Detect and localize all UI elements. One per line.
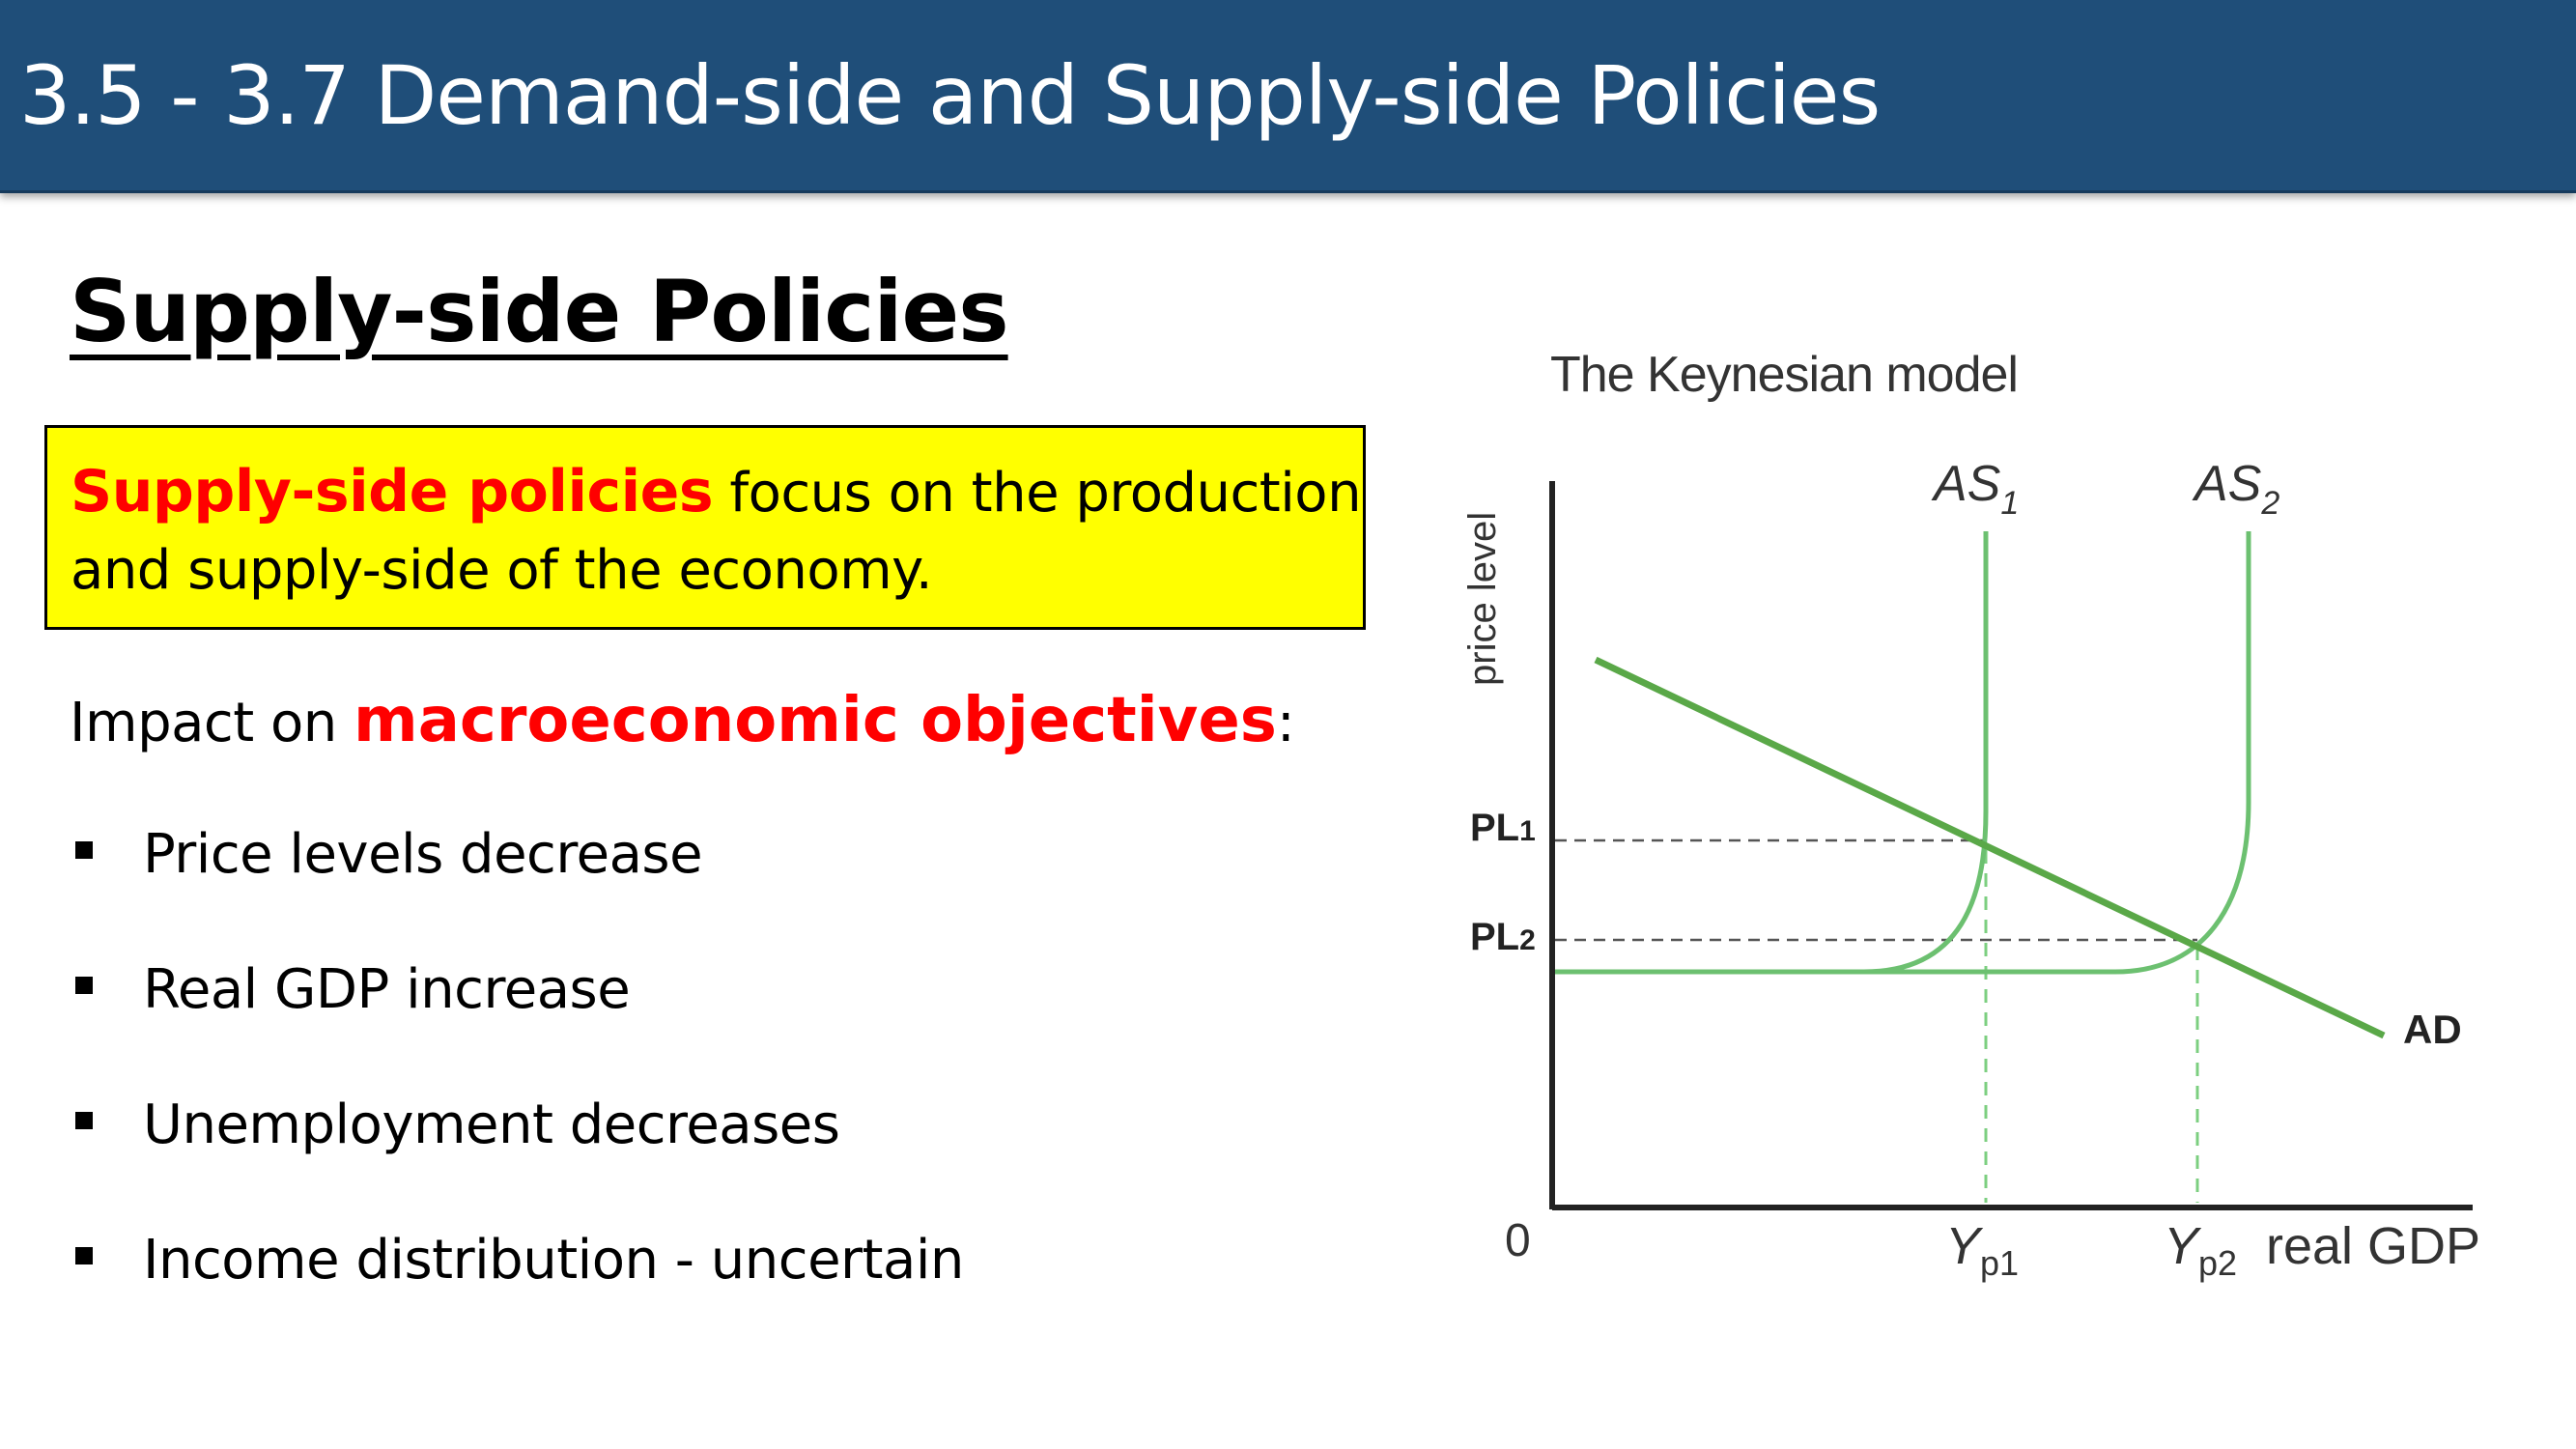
pl2-subscript: 2 bbox=[1519, 924, 1536, 956]
pl2-text: PL bbox=[1470, 916, 1519, 958]
impact-keyword: macroeconomic objectives bbox=[354, 685, 1277, 756]
definition-box: Supply-side policies focus on the produc… bbox=[44, 425, 1366, 630]
x-axis-label: real GDP bbox=[2266, 1217, 2480, 1275]
square-bullet-icon bbox=[75, 977, 93, 994]
ad-line bbox=[1594, 656, 2386, 1039]
as1-label: AS1 bbox=[1931, 456, 2019, 522]
as2-name: AS bbox=[2192, 456, 2262, 512]
impact-prefix: Impact on bbox=[70, 692, 354, 754]
keynesian-model-chart: The Keynesian model price level AS1 AS2 … bbox=[1420, 328, 2502, 1294]
as2-subscript: 2 bbox=[2260, 485, 2279, 522]
as1-curve bbox=[1555, 531, 1989, 975]
ad-label: AD bbox=[2403, 1007, 2462, 1052]
pl1-subscript: 1 bbox=[1519, 815, 1536, 847]
impact-heading: Impact on macroeconomic objectives: bbox=[70, 682, 1295, 762]
bullet-text: Income distribution - uncertain bbox=[143, 1229, 964, 1292]
title-bar: 3.5 - 3.7 Demand-side and Supply-side Po… bbox=[0, 0, 2576, 193]
bullet-text: Price levels decrease bbox=[143, 823, 703, 886]
square-bullet-icon bbox=[75, 841, 93, 859]
section-heading: Supply-side Policies bbox=[70, 262, 1009, 361]
yp2-subscript: p2 bbox=[2198, 1243, 2237, 1283]
bullet-text: Unemployment decreases bbox=[143, 1094, 840, 1156]
as2-curve bbox=[1555, 531, 2251, 975]
square-bullet-icon bbox=[75, 1247, 93, 1264]
origin-label: 0 bbox=[1505, 1215, 1531, 1266]
yp2-label: Yp2 bbox=[2164, 1217, 2237, 1283]
square-bullet-icon bbox=[75, 1112, 93, 1129]
pl1-text: PL bbox=[1470, 807, 1519, 849]
yp1-label: Yp1 bbox=[1945, 1217, 2019, 1283]
pl2-label: PL2 bbox=[1470, 916, 1536, 958]
yp2-text: Y bbox=[2164, 1217, 2202, 1275]
pl1-label: PL1 bbox=[1470, 807, 1536, 849]
y-axis-label: price level bbox=[1461, 512, 1504, 686]
definition-line-2: and supply-side of the economy. bbox=[71, 539, 933, 602]
definition-term: Supply-side policies bbox=[71, 458, 714, 526]
yp1-text: Y bbox=[1945, 1217, 1984, 1275]
as1-subscript: 1 bbox=[2000, 485, 2019, 522]
definition-text-1: focus on the production bbox=[713, 462, 1362, 525]
chart-svg: The Keynesian model price level AS1 AS2 … bbox=[1461, 347, 2480, 1283]
as1-name: AS bbox=[1931, 456, 2001, 512]
definition-line-1: Supply-side policies focus on the produc… bbox=[71, 453, 1362, 532]
as2-label: AS2 bbox=[2192, 456, 2279, 522]
bullet-text: Real GDP increase bbox=[143, 958, 631, 1021]
impact-suffix: : bbox=[1276, 692, 1295, 754]
chart-title: The Keynesian model bbox=[1550, 347, 2018, 403]
yp1-subscript: p1 bbox=[1980, 1243, 2019, 1283]
slide-title: 3.5 - 3.7 Demand-side and Supply-side Po… bbox=[19, 48, 1881, 143]
